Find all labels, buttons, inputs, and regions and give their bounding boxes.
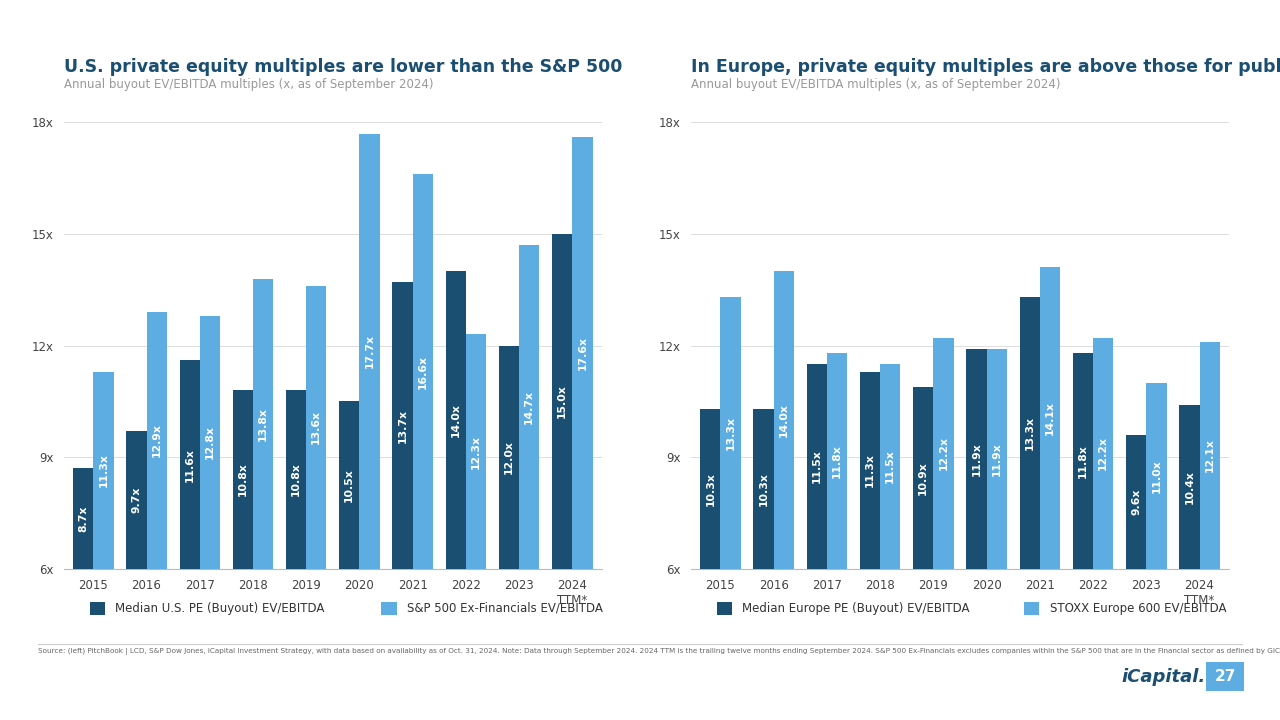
- Text: 12.2x: 12.2x: [938, 436, 948, 470]
- Text: 13.6x: 13.6x: [311, 410, 321, 444]
- Text: 11.8x: 11.8x: [832, 444, 842, 478]
- Bar: [913, 387, 933, 569]
- Bar: [1093, 338, 1114, 569]
- Bar: [806, 364, 827, 569]
- Bar: [773, 271, 794, 569]
- Text: 12.1x: 12.1x: [1204, 438, 1215, 472]
- Bar: [146, 312, 166, 569]
- Bar: [360, 133, 380, 569]
- Text: 14.0x: 14.0x: [451, 403, 461, 437]
- Bar: [1039, 268, 1060, 569]
- Text: 27: 27: [1215, 670, 1235, 684]
- Bar: [1126, 435, 1147, 569]
- Text: 11.0x: 11.0x: [1152, 459, 1161, 492]
- Bar: [721, 297, 741, 569]
- Text: STOXX Europe 600 EV/EBITDA: STOXX Europe 600 EV/EBITDA: [1050, 602, 1226, 615]
- Text: 13.3x: 13.3x: [1025, 416, 1034, 450]
- Bar: [1020, 297, 1039, 569]
- Text: S&P 500 Ex-Financials EV/EBITDA: S&P 500 Ex-Financials EV/EBITDA: [407, 602, 603, 615]
- Bar: [754, 409, 773, 569]
- Text: 9.7x: 9.7x: [132, 487, 141, 513]
- Text: 10.8x: 10.8x: [238, 463, 248, 496]
- Bar: [93, 372, 114, 569]
- Bar: [827, 353, 847, 569]
- Text: 11.5x: 11.5x: [812, 449, 822, 483]
- Text: 13.8x: 13.8x: [259, 407, 268, 441]
- Text: Median U.S. PE (Buyout) EV/EBITDA: Median U.S. PE (Buyout) EV/EBITDA: [115, 602, 325, 615]
- Text: 12.3x: 12.3x: [471, 435, 481, 469]
- Bar: [520, 245, 539, 569]
- Text: 17.7x: 17.7x: [365, 334, 375, 368]
- Bar: [179, 361, 200, 569]
- Bar: [572, 138, 593, 569]
- Text: 10.3x: 10.3x: [705, 472, 716, 505]
- Text: Annual buyout EV/EBITDA multiples (x, as of September 2024): Annual buyout EV/EBITDA multiples (x, as…: [64, 78, 434, 91]
- Text: 10.4x: 10.4x: [1184, 470, 1194, 504]
- Bar: [306, 286, 326, 569]
- Text: 10.9x: 10.9x: [918, 461, 928, 495]
- Bar: [1199, 342, 1220, 569]
- Bar: [200, 316, 220, 569]
- Bar: [412, 174, 433, 569]
- Text: U.S. private equity multiples are lower than the S&P 500: U.S. private equity multiples are lower …: [64, 58, 622, 76]
- Bar: [552, 234, 572, 569]
- Bar: [466, 334, 486, 569]
- Bar: [700, 409, 721, 569]
- Text: 10.5x: 10.5x: [344, 468, 355, 502]
- Text: 11.3x: 11.3x: [865, 454, 876, 487]
- Text: Annual buyout EV/EBITDA multiples (x, as of September 2024): Annual buyout EV/EBITDA multiples (x, as…: [691, 78, 1061, 91]
- Bar: [966, 349, 987, 569]
- Text: 16.6x: 16.6x: [417, 355, 428, 389]
- Text: 10.8x: 10.8x: [291, 463, 301, 496]
- Bar: [881, 364, 900, 569]
- Text: 14.1x: 14.1x: [1044, 401, 1055, 435]
- Bar: [933, 338, 954, 569]
- Text: 9.6x: 9.6x: [1132, 489, 1142, 515]
- Text: 11.8x: 11.8x: [1078, 444, 1088, 478]
- Text: In Europe, private equity multiples are above those for public markets: In Europe, private equity multiples are …: [691, 58, 1280, 76]
- Text: 17.6x: 17.6x: [577, 336, 588, 370]
- Bar: [393, 282, 412, 569]
- Bar: [285, 390, 306, 569]
- Text: 13.7x: 13.7x: [398, 408, 407, 443]
- Text: 14.0x: 14.0x: [778, 403, 788, 437]
- Text: 12.0x: 12.0x: [504, 440, 515, 474]
- Bar: [73, 469, 93, 569]
- Bar: [445, 271, 466, 569]
- Bar: [987, 349, 1007, 569]
- Text: iCapital.: iCapital.: [1121, 668, 1206, 685]
- Bar: [127, 431, 146, 569]
- Text: 11.9x: 11.9x: [972, 442, 982, 476]
- Text: 13.3x: 13.3x: [726, 416, 736, 450]
- Text: 15.0x: 15.0x: [557, 384, 567, 418]
- Bar: [1179, 405, 1199, 569]
- Bar: [339, 401, 360, 569]
- Bar: [860, 372, 881, 569]
- Text: 14.7x: 14.7x: [525, 390, 534, 424]
- Text: 11.5x: 11.5x: [886, 449, 895, 483]
- Text: Source: (left) PitchBook | LCD, S&P Dow Jones, iCapital Investment Strategy, wit: Source: (left) PitchBook | LCD, S&P Dow …: [38, 648, 1280, 655]
- Bar: [1147, 383, 1166, 569]
- Text: 12.8x: 12.8x: [205, 426, 215, 459]
- Bar: [253, 279, 273, 569]
- Text: 10.3x: 10.3x: [759, 472, 768, 505]
- Text: 11.3x: 11.3x: [99, 454, 109, 487]
- Text: 11.6x: 11.6x: [184, 448, 195, 482]
- Text: 11.9x: 11.9x: [992, 442, 1002, 476]
- Text: Median Europe PE (Buyout) EV/EBITDA: Median Europe PE (Buyout) EV/EBITDA: [742, 602, 970, 615]
- Text: 12.2x: 12.2x: [1098, 436, 1108, 470]
- Bar: [499, 346, 520, 569]
- Text: 12.9x: 12.9x: [151, 423, 161, 457]
- Bar: [1073, 353, 1093, 569]
- Bar: [233, 390, 253, 569]
- Text: 8.7x: 8.7x: [78, 505, 88, 532]
